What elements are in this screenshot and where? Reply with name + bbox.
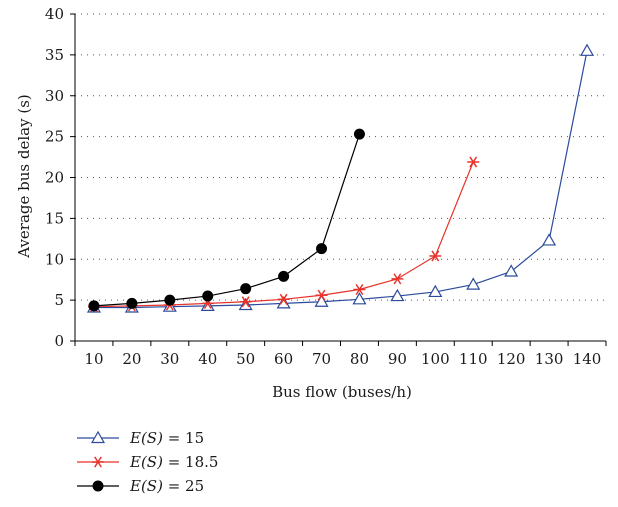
x-tick-label: 90: [388, 350, 407, 368]
legend-label: E(S) = 15: [129, 429, 204, 447]
data-point: [202, 290, 214, 302]
y-tick-label: 40: [45, 5, 64, 23]
x-tick-label: 20: [122, 350, 141, 368]
data-point: [428, 284, 443, 298]
x-tick-label: 110: [459, 350, 488, 368]
y-tick-label: 10: [45, 250, 64, 268]
data-series: [86, 43, 595, 313]
data-point: [390, 288, 405, 302]
data-point: [353, 283, 366, 296]
data-point: [316, 243, 328, 255]
data-point: [504, 264, 519, 277]
legend-label: E(S) = 25: [129, 477, 204, 495]
x-tick-label: 50: [236, 350, 255, 368]
x-tick-label: 60: [274, 350, 293, 368]
x-tick-label: 40: [198, 350, 217, 368]
legend-marker: [92, 480, 104, 492]
y-tick-label: 5: [54, 291, 64, 309]
legend-marker: [90, 430, 106, 444]
legend-item: E(S) = 25: [77, 477, 204, 495]
legend: E(S) = 15 E(S) = 18.5 E(S) = 25: [77, 429, 218, 495]
data-point: [239, 296, 252, 308]
legend-item: E(S) = 15: [77, 429, 204, 447]
data-point: [164, 294, 176, 306]
x-tick-label: 80: [350, 350, 369, 368]
y-tick-label: 25: [45, 128, 64, 146]
data-point: [88, 300, 100, 312]
series-1: [86, 43, 595, 313]
data-point: [467, 156, 480, 168]
data-point: [429, 250, 442, 262]
legend-item: E(S) = 18.5: [77, 453, 218, 471]
data-point: [314, 294, 329, 307]
x-tick-label: 30: [160, 350, 179, 368]
y-tick-labels: 0 5 10 15 20 25 30 35 40: [45, 5, 64, 350]
legend-marker: [92, 456, 104, 468]
data-point: [542, 233, 557, 246]
y-axis-title: Average bus delay (s): [15, 94, 33, 259]
y-tick-label: 15: [45, 209, 64, 227]
x-tick-label: 130: [535, 350, 564, 368]
data-point: [466, 277, 481, 290]
data-point: [353, 128, 365, 140]
x-axis-title: Bus flow (buses/h): [272, 383, 412, 401]
axes: [70, 13, 607, 346]
x-tick-label: 70: [312, 350, 331, 368]
series-line: [93, 161, 474, 308]
x-tick-labels: 10 20 30 40 50 60 70 80 90 100 110 120 130 140: [84, 350, 601, 368]
x-tick-label: 100: [421, 350, 450, 368]
x-tick-label: 140: [573, 350, 602, 368]
y-tick-label: 35: [45, 46, 64, 64]
data-point: [278, 270, 290, 282]
y-tick-label: 30: [45, 87, 64, 105]
gridlines: [75, 13, 606, 301]
data-point: [352, 292, 367, 305]
x-tick-label: 120: [497, 350, 526, 368]
series-2: [87, 156, 480, 313]
data-point: [240, 283, 252, 295]
legend-label: E(S) = 18.5: [129, 453, 218, 471]
data-point: [391, 273, 404, 285]
data-point: [126, 297, 138, 309]
y-tick-label: 20: [45, 169, 64, 187]
series-line: [93, 50, 588, 309]
series-3: [88, 128, 365, 312]
data-point: [580, 43, 595, 56]
data-point: [277, 293, 290, 305]
y-tick-label: 0: [54, 332, 64, 350]
series-line: [93, 133, 361, 307]
data-point: [315, 289, 328, 301]
x-tick-label: 10: [84, 350, 103, 368]
